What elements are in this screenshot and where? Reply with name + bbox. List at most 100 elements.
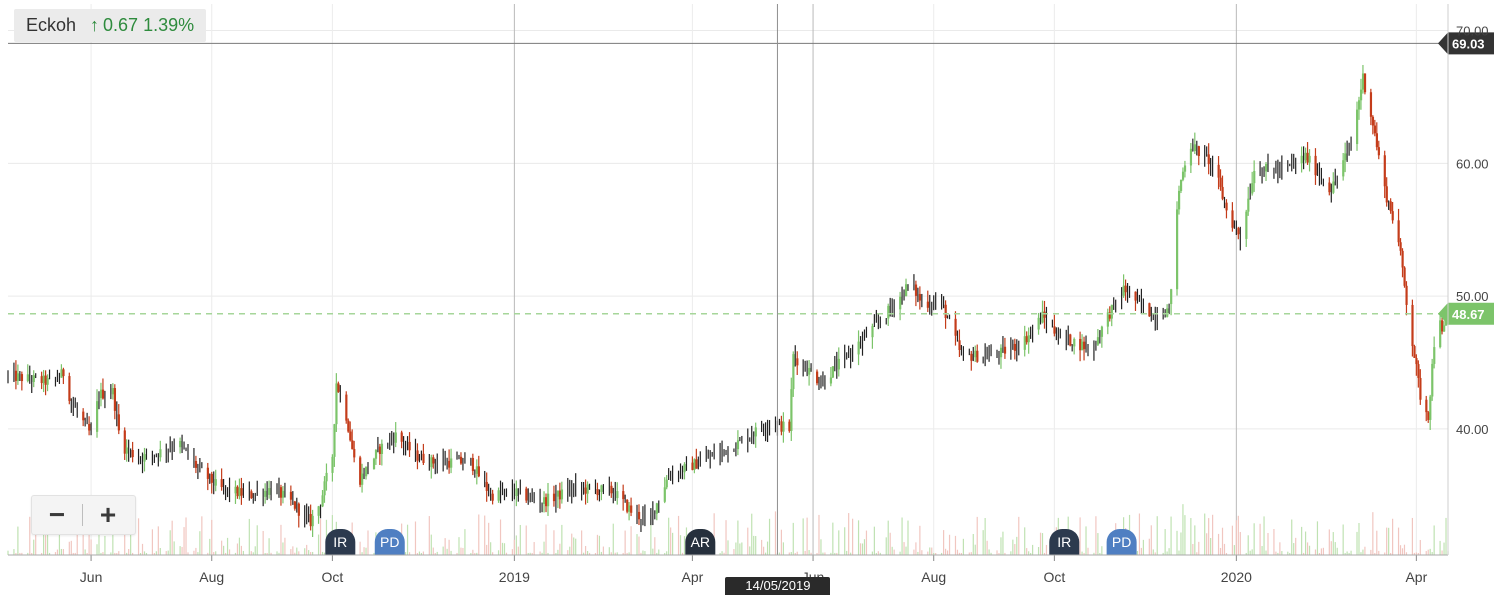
- candle-body: [1413, 346, 1416, 358]
- candle-body: [333, 424, 336, 457]
- event-label: PD: [380, 534, 399, 550]
- candle-body: [1124, 285, 1127, 293]
- event-label: IR: [333, 534, 347, 550]
- candle-body: [887, 305, 890, 319]
- candle-body: [380, 443, 384, 455]
- event-badge: [374, 529, 405, 555]
- candle-body: [596, 489, 599, 496]
- candle-body: [1427, 412, 1430, 420]
- candle-body: [954, 318, 957, 336]
- candle-body: [1100, 326, 1104, 337]
- candle-body: [14, 370, 18, 381]
- plot-area: [8, 4, 1448, 555]
- candle-body: [1371, 116, 1375, 126]
- candle-body: [32, 375, 35, 383]
- candle-body: [1429, 396, 1432, 420]
- event-marker-pd[interactable]: PD: [374, 529, 405, 555]
- candle-body: [68, 376, 71, 401]
- candle-body: [790, 389, 793, 431]
- candle-body: [1189, 148, 1193, 166]
- candle-body: [210, 473, 213, 483]
- candle-body: [349, 431, 352, 441]
- candle-body: [317, 506, 320, 516]
- current-price-label: 48.67: [1452, 307, 1485, 322]
- candle-body: [125, 447, 128, 454]
- candle-body: [1359, 89, 1363, 101]
- candle-body: [1377, 147, 1380, 156]
- candle-body: [335, 383, 338, 425]
- candle-body: [1181, 171, 1185, 180]
- candle-body: [871, 326, 874, 338]
- candle-body: [1308, 155, 1311, 163]
- candle-body: [616, 491, 619, 499]
- candle-body: [325, 472, 328, 482]
- candle-body: [552, 493, 556, 502]
- ticker-summary: Eckoh ↑ 0.67 1.39%: [14, 9, 207, 42]
- candle-body: [1405, 285, 1408, 305]
- candle-body: [1385, 186, 1388, 203]
- candle-body: [264, 490, 267, 497]
- candle-body: [1122, 285, 1125, 296]
- event-label: IR: [1057, 534, 1071, 550]
- candle-body: [96, 401, 99, 432]
- candle-body: [1179, 179, 1183, 191]
- candle-body: [297, 503, 300, 516]
- candle-body: [545, 497, 548, 507]
- event-marker-ir[interactable]: IR: [325, 529, 356, 555]
- candle-body: [1344, 153, 1347, 161]
- candle-body: [816, 371, 819, 384]
- candle-body: [374, 450, 378, 459]
- candle-body: [976, 350, 979, 362]
- event-markers: IR PD AR IR PD: [325, 529, 1137, 555]
- candle-body: [293, 501, 297, 509]
- candle-body: [485, 481, 488, 491]
- candle-body: [829, 377, 833, 384]
- candle-body: [1439, 320, 1442, 348]
- candle-body: [123, 430, 126, 454]
- candle-body: [1399, 242, 1402, 251]
- candle-body: [1041, 311, 1044, 323]
- candle-body: [899, 296, 902, 310]
- candle-body: [1425, 399, 1428, 413]
- candle-body: [1193, 144, 1197, 152]
- candle-body: [693, 459, 696, 470]
- candle-body: [238, 488, 241, 497]
- candle-body: [1043, 311, 1046, 318]
- candle-body: [1083, 341, 1086, 350]
- candle-body: [1069, 334, 1072, 346]
- event-marker-pd[interactable]: PD: [1106, 529, 1137, 555]
- candle-body: [1108, 312, 1111, 319]
- candle-body: [1148, 303, 1151, 317]
- zoom-in-button[interactable]: +: [99, 499, 117, 530]
- candle-body: [159, 449, 162, 458]
- candle-body: [543, 497, 546, 504]
- event-badge: [325, 529, 356, 555]
- candle-body: [179, 440, 182, 448]
- candle-body: [914, 284, 918, 296]
- candle-body: [1300, 155, 1303, 164]
- candle-body: [88, 424, 91, 431]
- event-marker-ir[interactable]: IR: [1049, 529, 1080, 555]
- candle-body: [477, 466, 480, 477]
- candle-body: [628, 505, 631, 512]
- candle-body: [905, 284, 908, 297]
- zoom-out-button[interactable]: −: [48, 499, 66, 530]
- candle-body: [1225, 202, 1228, 211]
- candle-body: [42, 375, 45, 384]
- x-tick-label: Aug: [921, 569, 946, 585]
- event-marker-ar[interactable]: AR: [685, 529, 716, 555]
- candle-body: [1166, 308, 1169, 317]
- candle-body: [281, 490, 285, 498]
- candle-body: [926, 301, 929, 308]
- candle-body: [655, 503, 658, 514]
- candle-body: [1053, 326, 1056, 334]
- candle-body: [1356, 109, 1359, 145]
- price-change: ↑ 0.67 1.39%: [90, 15, 194, 36]
- candle-body: [475, 466, 478, 474]
- candle-body: [62, 369, 65, 377]
- candle-body: [240, 488, 243, 496]
- candle-body: [1332, 181, 1335, 193]
- candle-body: [40, 376, 43, 384]
